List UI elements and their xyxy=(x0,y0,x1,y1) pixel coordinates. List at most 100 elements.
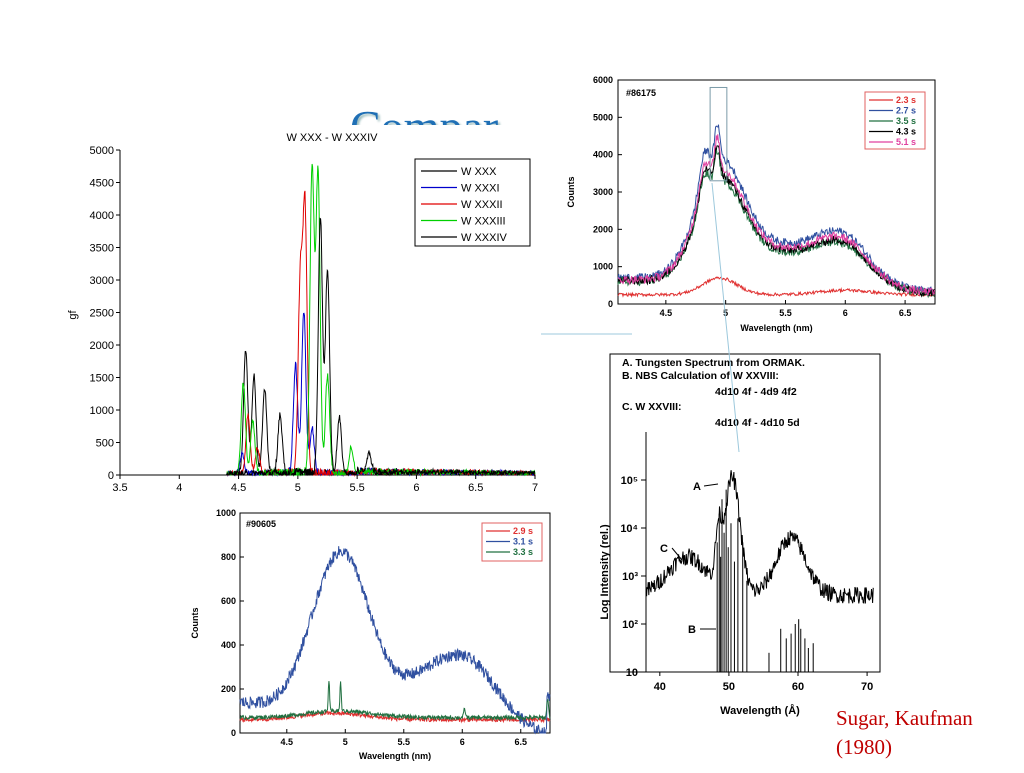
x-tick-label: 50 xyxy=(723,681,735,693)
chart-title: W XXX - W XXXIV xyxy=(286,132,378,144)
annotation-c: C xyxy=(660,543,668,555)
x-tick-label: 70 xyxy=(861,681,873,693)
y-tick-label: 400 xyxy=(221,640,236,650)
legend-label: 2.9 s xyxy=(513,526,533,536)
legend-label: 4.3 s xyxy=(896,127,916,137)
formula-b: 4d10 4f - 4d9 4f2 xyxy=(715,386,797,398)
series-line xyxy=(617,145,935,298)
credit-line2: (1980) xyxy=(836,735,892,759)
plot-frame xyxy=(239,512,551,734)
shot-label: #86175 xyxy=(626,88,656,98)
y-tick-label: 10⁴ xyxy=(620,523,638,535)
y-tick-label: 0 xyxy=(231,728,236,738)
header-line-a: A. Tungsten Spectrum from ORMAK. xyxy=(622,357,805,369)
series-line xyxy=(120,217,535,477)
legend-label: W XXXIV xyxy=(461,232,508,244)
x-axis-label: Wavelength (nm) xyxy=(740,323,812,333)
y-axis-label: Counts xyxy=(190,608,200,639)
formula-c: 4d10 4f - 4d10 5d xyxy=(715,417,800,429)
y-tick-label: 6000 xyxy=(593,75,613,85)
y-tick-label: 800 xyxy=(221,552,236,562)
legend-label: W XXX xyxy=(461,166,497,178)
shot90605-chart-panel: 0 200 400 600 800 1000 4.5 5 5.5 6 6.5 Wavelength (… xyxy=(180,505,558,768)
legend-box xyxy=(414,158,531,247)
x-tick-label: 6 xyxy=(460,737,465,747)
x-tick-label: 6.5 xyxy=(899,308,912,318)
ormak-chart: A. Tungsten Spectrum from ORMAK.B. NBS C… xyxy=(599,353,881,717)
y-tick-label: 0 xyxy=(108,470,114,482)
legend-label: W XXXIII xyxy=(461,216,506,228)
y-axis-label: gf xyxy=(67,309,79,319)
x-tick-label: 4.5 xyxy=(660,308,673,318)
x-tick-label: 5.5 xyxy=(349,482,364,494)
series-line xyxy=(120,312,536,477)
x-tick-label: 6.5 xyxy=(468,482,483,494)
x-tick-label: 6 xyxy=(413,482,419,494)
legend-label: 2.3 s xyxy=(896,95,916,105)
series-line xyxy=(617,134,935,297)
y-tick-label: 1000 xyxy=(216,508,236,518)
y-tick-label: 3000 xyxy=(593,187,613,197)
x-tick-label: 60 xyxy=(792,681,804,693)
gf-chart-panel: W XXX - W XXXIV 0 500 1000 1500 2000 2500 3000 3… xyxy=(60,125,542,500)
y-tick-label: 4000 xyxy=(90,210,114,222)
y-tick-label: 2000 xyxy=(90,340,114,352)
header-line-b: B. NBS Calculation of W XXVIII: xyxy=(622,370,779,382)
y-tick-label: 3000 xyxy=(90,275,114,287)
y-tick-label: 5000 xyxy=(593,112,613,122)
y-tick-label: 0 xyxy=(608,299,613,309)
series-line xyxy=(239,710,551,724)
x-tick-label: 4.5 xyxy=(231,482,246,494)
legend-label: W XXXI xyxy=(461,183,500,195)
shot90605-chart: 0 200 400 600 800 1000 4.5 5 5.5 6 6.5 Wavelength (… xyxy=(190,508,551,761)
credit: Sugar, Kaufman (1980) xyxy=(836,704,973,762)
header-line-c: C. W XXVIII: xyxy=(622,401,682,413)
annotation-c-arrow xyxy=(671,547,683,561)
legend-label: W XXXII xyxy=(461,199,503,211)
y-tick-label: 2500 xyxy=(90,308,114,320)
y-tick-label: 600 xyxy=(221,596,236,606)
shot-label: #90605 xyxy=(246,519,276,529)
y-tick-label: 5000 xyxy=(90,145,114,157)
x-tick-label: 5 xyxy=(723,308,728,318)
y-tick-label: 1000 xyxy=(90,405,114,417)
credit-line1: Sugar, Kaufman xyxy=(836,706,973,730)
y-tick-label: 500 xyxy=(96,438,114,450)
legend-label: 2.7 s xyxy=(896,106,916,116)
legend-label: 5.1 s xyxy=(896,137,916,147)
series-line xyxy=(617,276,935,299)
x-tick-label: 7 xyxy=(532,482,538,494)
highlight-box xyxy=(709,86,728,182)
shot86175-chart-panel: 0 1000 2000 3000 4000 5000 6000 4.5 5 5.5 6 6.5 Wave… xyxy=(560,72,944,342)
legend-label: 3.1 s xyxy=(513,537,533,547)
y-tick-label: 10² xyxy=(622,619,638,631)
y-tick-label: 1000 xyxy=(593,262,613,272)
x-tick-label: 6 xyxy=(843,308,848,318)
y-tick-label: 200 xyxy=(221,684,236,694)
outer-frame xyxy=(609,353,881,673)
y-tick-label: 10 xyxy=(626,667,638,679)
gf-chart: W XXX - W XXXIV 0 500 1000 1500 2000 2500 3000 3… xyxy=(67,132,538,494)
series-line xyxy=(239,546,551,735)
x-tick-label: 5.5 xyxy=(779,308,792,318)
series-line xyxy=(239,681,551,722)
annotation-a-arrow xyxy=(703,483,719,487)
y-tick-label: 3500 xyxy=(90,243,114,255)
x-tick-label: 40 xyxy=(654,681,666,693)
x-tick-label: 5 xyxy=(295,482,301,494)
series-line xyxy=(120,350,536,477)
legend-label: 3.3 s xyxy=(513,547,533,557)
x-tick-label: 4 xyxy=(176,482,182,494)
legend-label: 3.5 s xyxy=(896,116,916,126)
x-tick-label: 5.5 xyxy=(398,737,411,747)
spectrum-a xyxy=(645,470,874,604)
x-tick-label: 6.5 xyxy=(514,737,527,747)
x-tick-label: 4.5 xyxy=(281,737,294,747)
x-tick-label: 5 xyxy=(343,737,348,747)
annotation-b: B xyxy=(688,624,696,636)
y-tick-label: 2000 xyxy=(593,224,613,234)
y-tick-label: 10³ xyxy=(622,571,638,583)
y-tick-label: 4000 xyxy=(593,150,613,160)
x-tick-label: 3.5 xyxy=(112,482,127,494)
series-line xyxy=(617,124,935,296)
